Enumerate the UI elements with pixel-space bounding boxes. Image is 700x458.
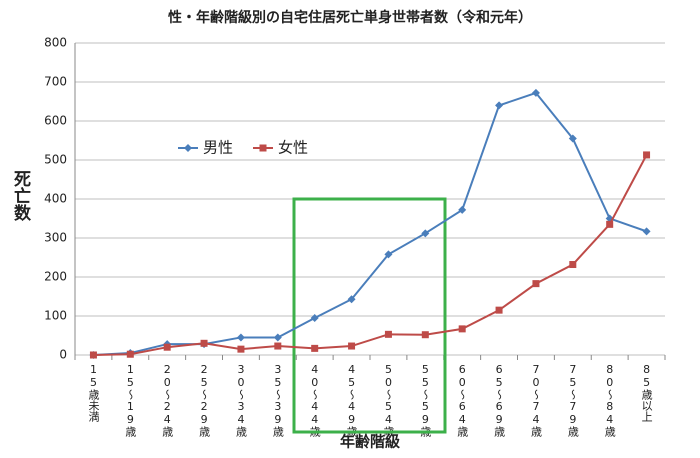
x-tick-label: 50〜54歳 (382, 363, 395, 437)
x-tick-label: 65〜69歳 (493, 363, 506, 437)
x-tick-label: 85歳以上 (640, 363, 653, 422)
x-tick-label: 30〜34歳 (234, 363, 247, 437)
x-tick-label: 15〜19歳 (124, 363, 137, 437)
marker (347, 295, 356, 304)
marker (458, 325, 466, 333)
marker (606, 220, 614, 228)
marker (495, 306, 503, 314)
marker (237, 345, 245, 353)
marker (643, 151, 651, 159)
marker (569, 261, 577, 269)
line (93, 154, 648, 356)
x-tick-label: 20〜24歳 (161, 363, 174, 437)
marker (311, 344, 319, 352)
x-tick-label: 55〜59歳 (419, 363, 432, 437)
x-tick-label: 35〜39歳 (271, 363, 284, 437)
y-tick-label: 400 (44, 192, 67, 206)
marker (458, 205, 467, 214)
y-tick-label: 0 (59, 348, 67, 362)
chart-title: 性・年齢階級別の自宅住居死亡単身世帯者数（令和元年） (168, 9, 532, 26)
x-axis-label: 年齢階級 (340, 433, 400, 451)
x-tick-label: 80〜84歳 (603, 363, 616, 437)
marker (310, 313, 319, 322)
marker (495, 101, 504, 110)
highlight-box (292, 197, 447, 434)
marker (236, 333, 245, 342)
marker (531, 88, 540, 97)
marker (642, 227, 651, 236)
legend-label: 女性 (278, 139, 308, 157)
marker (274, 342, 282, 350)
marker (200, 339, 208, 347)
marker (421, 229, 430, 238)
x-tick-label: 45〜49歳 (345, 363, 358, 437)
x-tick-label: 40〜44歳 (308, 363, 321, 437)
line (93, 91, 647, 356)
x-tick-label: 25〜29歳 (198, 363, 211, 437)
x-tick-label: 60〜64歳 (456, 363, 469, 437)
legend-label: 男性 (203, 139, 233, 157)
y-tick-label: 800 (44, 36, 67, 50)
marker (273, 333, 282, 342)
x-tick-label: 70〜74歳 (529, 363, 542, 437)
x-tick-label: 15歳未満 (87, 363, 100, 423)
y-tick-label: 200 (44, 270, 67, 284)
marker (421, 331, 429, 339)
marker (184, 144, 192, 152)
marker (532, 280, 540, 288)
y-tick-label: 300 (44, 231, 67, 245)
marker (259, 144, 267, 152)
y-axis-label: 死亡数 (10, 170, 31, 222)
marker (568, 134, 577, 143)
y-tick-label: 700 (44, 75, 67, 89)
y-tick-label: 100 (44, 309, 67, 323)
marker (348, 342, 356, 350)
y-tick-label: 600 (44, 114, 67, 128)
y-tick-label: 500 (44, 153, 67, 167)
marker (89, 351, 97, 359)
marker (126, 350, 134, 358)
marker (163, 343, 171, 351)
marker (384, 330, 392, 338)
x-tick-label: 75〜79歳 (566, 363, 579, 437)
marker (384, 250, 393, 259)
